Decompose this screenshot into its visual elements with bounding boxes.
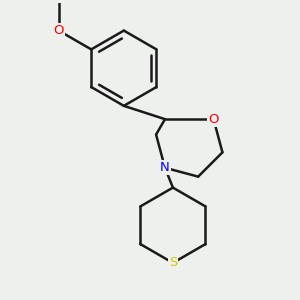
Text: O: O <box>53 24 64 37</box>
Text: O: O <box>208 113 219 126</box>
Text: N: N <box>160 161 170 174</box>
Text: S: S <box>169 256 177 269</box>
